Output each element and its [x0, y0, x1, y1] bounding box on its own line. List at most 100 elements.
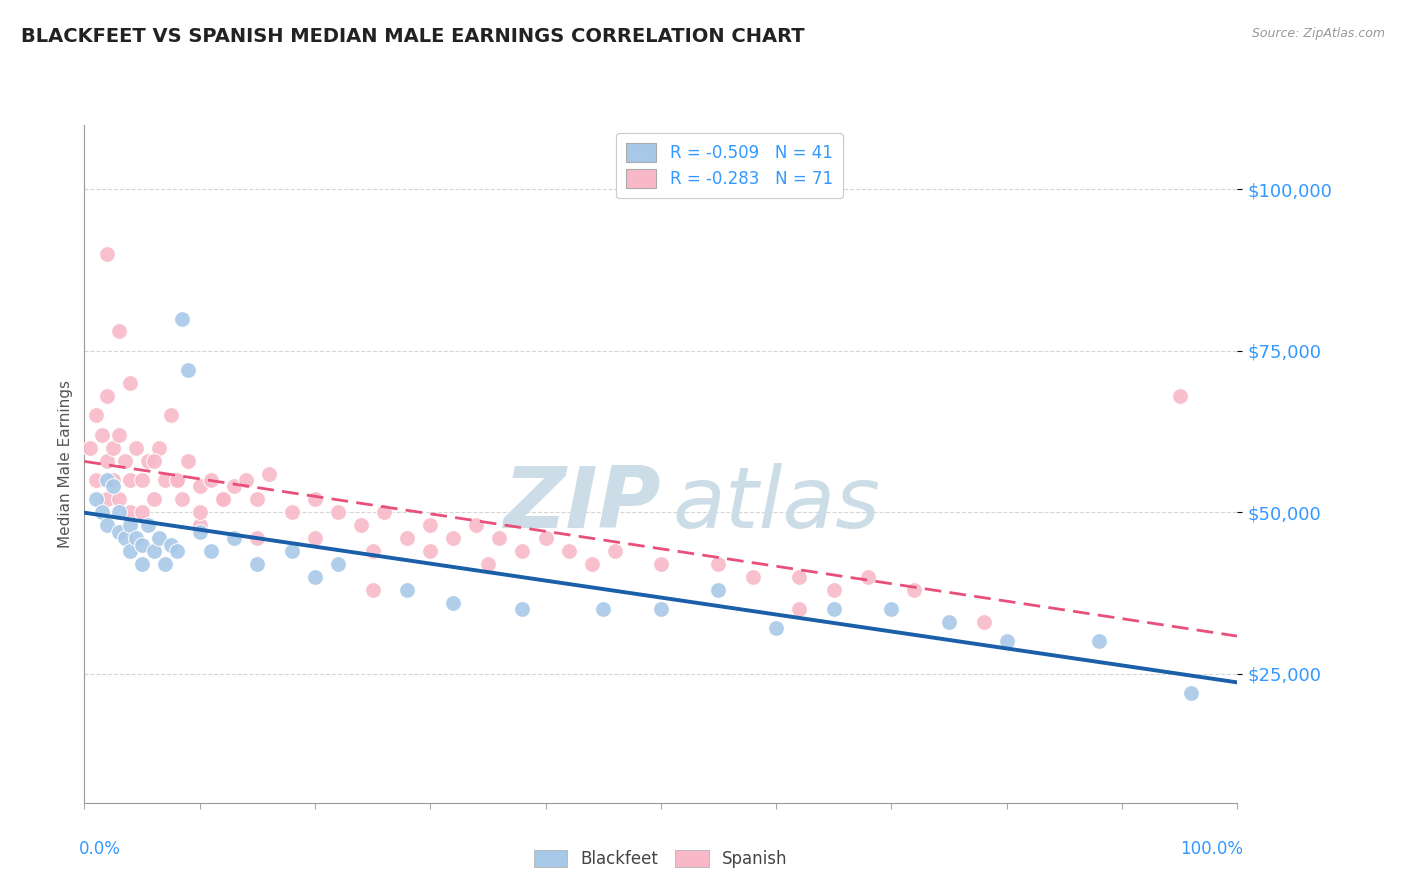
Point	[79, 441, 101, 455]
Point	[211, 492, 233, 507]
Point	[326, 505, 349, 519]
Point	[172, 492, 194, 507]
Point	[136, 518, 159, 533]
Point	[153, 473, 176, 487]
Point	[361, 544, 384, 558]
Point	[84, 473, 107, 487]
Point	[488, 531, 510, 545]
Point	[650, 557, 672, 571]
Point	[512, 602, 534, 616]
Point	[973, 615, 995, 629]
Point	[823, 582, 845, 597]
Point	[188, 518, 211, 533]
Point	[534, 531, 557, 545]
Point	[581, 557, 603, 571]
Point	[903, 582, 925, 597]
Point	[90, 505, 112, 519]
Point	[211, 492, 233, 507]
Point	[108, 505, 131, 519]
Point	[995, 634, 1018, 648]
Point	[177, 453, 200, 467]
Point	[441, 596, 464, 610]
Point	[84, 492, 107, 507]
Point	[177, 363, 200, 377]
Point	[361, 582, 384, 597]
Point	[166, 473, 188, 487]
Point	[90, 427, 112, 442]
Point	[108, 427, 131, 442]
Point	[114, 453, 136, 467]
Point	[200, 544, 222, 558]
Point	[257, 467, 280, 481]
Point	[304, 492, 326, 507]
Point	[188, 505, 211, 519]
Point	[441, 531, 464, 545]
Text: Source: ZipAtlas.com: Source: ZipAtlas.com	[1251, 27, 1385, 40]
Point	[557, 544, 579, 558]
Point	[326, 557, 349, 571]
Point	[246, 492, 269, 507]
Point	[477, 557, 499, 571]
Point	[108, 524, 131, 539]
Point	[350, 518, 373, 533]
Point	[742, 570, 765, 584]
Point	[419, 518, 441, 533]
Point	[120, 505, 142, 519]
Point	[131, 537, 153, 551]
Text: 100.0%: 100.0%	[1180, 840, 1243, 858]
Point	[823, 602, 845, 616]
Point	[108, 325, 131, 339]
Point	[650, 602, 672, 616]
Point	[172, 311, 194, 326]
Point	[103, 441, 124, 455]
Point	[1180, 686, 1202, 700]
Point	[166, 473, 188, 487]
Point	[707, 582, 730, 597]
Point	[200, 473, 222, 487]
Point	[1168, 389, 1191, 403]
Point	[787, 602, 810, 616]
Point	[188, 479, 211, 493]
Point	[465, 518, 488, 533]
Point	[142, 544, 165, 558]
Point	[246, 531, 269, 545]
Point	[96, 389, 118, 403]
Point	[166, 544, 188, 558]
Point	[120, 473, 142, 487]
Point	[148, 441, 170, 455]
Point	[142, 492, 165, 507]
Point	[125, 441, 148, 455]
Point	[148, 531, 170, 545]
Text: 0.0%: 0.0%	[79, 840, 121, 858]
Point	[765, 622, 787, 636]
Point	[858, 570, 880, 584]
Point	[512, 544, 534, 558]
Point	[153, 557, 176, 571]
Point	[108, 492, 131, 507]
Text: atlas: atlas	[672, 463, 880, 546]
Point	[131, 505, 153, 519]
Point	[96, 473, 118, 487]
Point	[96, 492, 118, 507]
Text: ZIP: ZIP	[503, 463, 661, 546]
Point	[281, 505, 304, 519]
Point	[125, 531, 148, 545]
Point	[159, 537, 183, 551]
Point	[224, 479, 246, 493]
Point	[103, 473, 124, 487]
Point	[787, 570, 810, 584]
Point	[120, 376, 142, 391]
Point	[96, 453, 118, 467]
Point	[120, 518, 142, 533]
Point	[131, 473, 153, 487]
Point	[281, 544, 304, 558]
Y-axis label: Median Male Earnings: Median Male Earnings	[58, 380, 73, 548]
Point	[235, 473, 257, 487]
Legend: Blackfeet, Spanish: Blackfeet, Spanish	[527, 843, 794, 875]
Point	[131, 557, 153, 571]
Point	[396, 582, 419, 597]
Text: BLACKFEET VS SPANISH MEDIAN MALE EARNINGS CORRELATION CHART: BLACKFEET VS SPANISH MEDIAN MALE EARNING…	[21, 27, 804, 45]
Point	[224, 531, 246, 545]
Point	[396, 531, 419, 545]
Point	[246, 557, 269, 571]
